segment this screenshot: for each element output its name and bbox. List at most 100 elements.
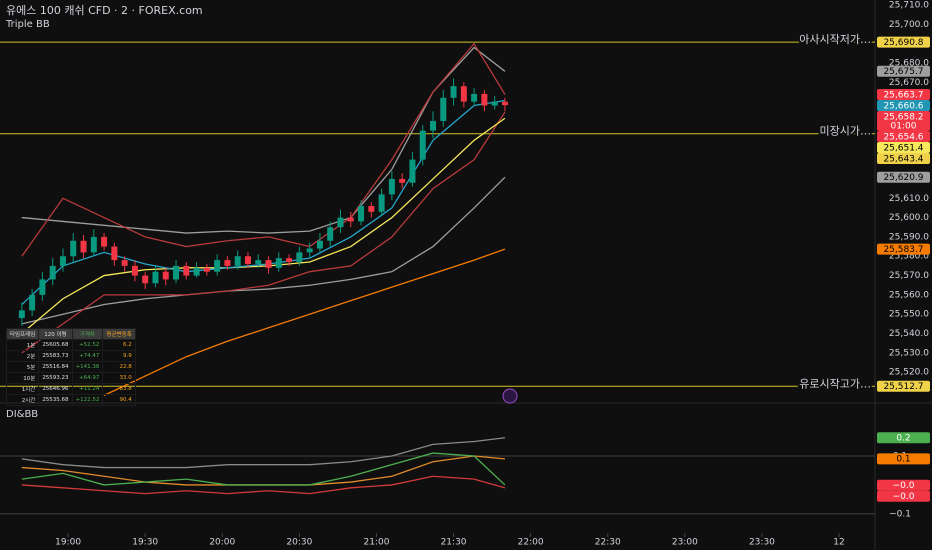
candle-body <box>70 240 77 257</box>
table-cell: 33.0 <box>102 372 136 384</box>
table-cell: 1시간 <box>5 383 40 395</box>
price-tag-label: 25,660.6 <box>883 101 923 111</box>
candle-body <box>327 227 334 241</box>
table-cell: +141.36 <box>71 361 104 373</box>
price-tag-label: 25,663.7 <box>883 90 923 100</box>
price-tag <box>877 432 930 444</box>
candle-body <box>296 252 303 263</box>
candle-body <box>131 265 138 276</box>
price-tag-label: −0.0 <box>893 481 915 491</box>
price-tag-label: 25,643.4 <box>883 154 923 164</box>
candle-body <box>183 265 190 276</box>
indicator-line <box>21 437 506 469</box>
candle-body <box>419 130 426 160</box>
table-cell: +74.47 <box>71 350 104 362</box>
table-cell: +122.52 <box>71 394 104 406</box>
candle-body <box>399 178 406 183</box>
table-cell: 2시간 <box>5 394 40 406</box>
price-tag <box>877 88 930 100</box>
y-tick-label: 25,600.0 <box>889 213 929 223</box>
price-tag-label: 25,512.7 <box>883 382 923 392</box>
candle-body <box>234 256 241 266</box>
candle-body <box>29 294 36 311</box>
x-tick-label: 22:30 <box>595 538 621 548</box>
indicator-line <box>21 42 506 257</box>
table-cell: 9.9 <box>102 350 136 362</box>
candle-body <box>111 246 118 261</box>
table-cell: 가격차 <box>71 328 104 340</box>
candle-body <box>203 267 210 272</box>
pane-title: DI&BB <box>6 409 38 420</box>
candle-body <box>460 86 467 102</box>
price-tag <box>877 99 930 111</box>
indicator-line <box>21 452 506 486</box>
x-tick-label: 21:00 <box>363 538 389 548</box>
candle-body <box>409 159 416 183</box>
y-tick-label: −0.1 <box>889 509 911 519</box>
candle-body <box>306 248 313 253</box>
y-tick-label: 25,530.0 <box>889 348 929 358</box>
candle-body <box>430 120 437 131</box>
table-cell: 25535.68 <box>38 394 73 406</box>
candle-body <box>378 194 385 212</box>
candle-body <box>59 256 66 266</box>
y-tick-label: 25,680.0 <box>889 58 929 68</box>
table-cell: 25593.23 <box>38 372 73 384</box>
candle-body <box>388 178 395 195</box>
x-tick-label: 22:00 <box>518 538 544 548</box>
y-tick-label: 25,710.0 <box>889 1 929 11</box>
indicator-line <box>21 176 506 325</box>
indicator-name: Triple BB <box>5 19 50 30</box>
candle-body <box>491 101 498 106</box>
price-tag <box>877 110 930 131</box>
table-cell: 25516.84 <box>38 361 73 373</box>
level-label: 미장시가… <box>820 125 871 138</box>
level-label: 아사시작저가… <box>799 33 871 46</box>
candle-body <box>501 101 508 106</box>
table-cell: 25605.68 <box>38 339 73 351</box>
table-cell: 1분 <box>5 339 40 351</box>
table-row: 10분 25593.23 +64.97 33.0 <box>5 372 136 384</box>
price-tag-label: −0.0 <box>893 492 915 502</box>
candle-body <box>347 217 354 222</box>
candle-body <box>18 310 25 319</box>
x-tick-label: 21:30 <box>441 538 467 548</box>
price-tag <box>877 152 930 164</box>
alert-icon[interactable] <box>502 388 518 404</box>
price-tag-label: 25,651.4 <box>883 143 923 153</box>
indicator-line <box>103 248 506 396</box>
price-tag-label: 25,675.7 <box>883 67 923 77</box>
candle-body <box>450 86 457 98</box>
price-tag <box>877 453 930 465</box>
table-cell: 90.4 <box>102 394 136 406</box>
candle-body <box>244 256 251 264</box>
y-tick-label: 25,520.0 <box>889 368 929 378</box>
y-tick-label: 25,560.0 <box>889 290 929 300</box>
table-row: 2분 25583.73 +74.47 9.9 <box>5 350 136 362</box>
chart-title: 유에스 100 캐쉬 CFD · 2 · FOREX.com <box>6 4 203 17</box>
table-cell: 2분 <box>5 350 40 362</box>
table-cell: +52.52 <box>71 339 104 351</box>
y-tick-label: 25,590.0 <box>889 232 929 242</box>
candle-body <box>286 258 293 263</box>
y-tick-label: 25,580.0 <box>889 252 929 262</box>
candle-body <box>224 260 231 266</box>
y-tick-label: 25,550.0 <box>889 310 929 320</box>
price-tag <box>877 65 930 77</box>
price-tag <box>877 36 930 48</box>
table-cell: 83.8 <box>102 383 136 395</box>
candle-body <box>265 260 272 268</box>
indicator-line <box>21 111 506 354</box>
info-table: 타임프레임 120 이평 가격차 평균변동폭 1분 25605.68 +52.52 6.2 2분… <box>5 328 136 406</box>
price-tag <box>877 171 930 183</box>
candle-body <box>440 97 447 121</box>
candle-body <box>101 236 108 247</box>
x-tick-label: 23:00 <box>672 538 698 548</box>
countdown: 01:00 <box>891 121 917 131</box>
price-tag <box>877 380 930 392</box>
candle-body <box>316 240 323 249</box>
indicator-line <box>21 455 506 486</box>
price-tag <box>877 243 930 255</box>
y-tick-label: 25,540.0 <box>889 329 929 339</box>
candle-body <box>275 258 282 268</box>
